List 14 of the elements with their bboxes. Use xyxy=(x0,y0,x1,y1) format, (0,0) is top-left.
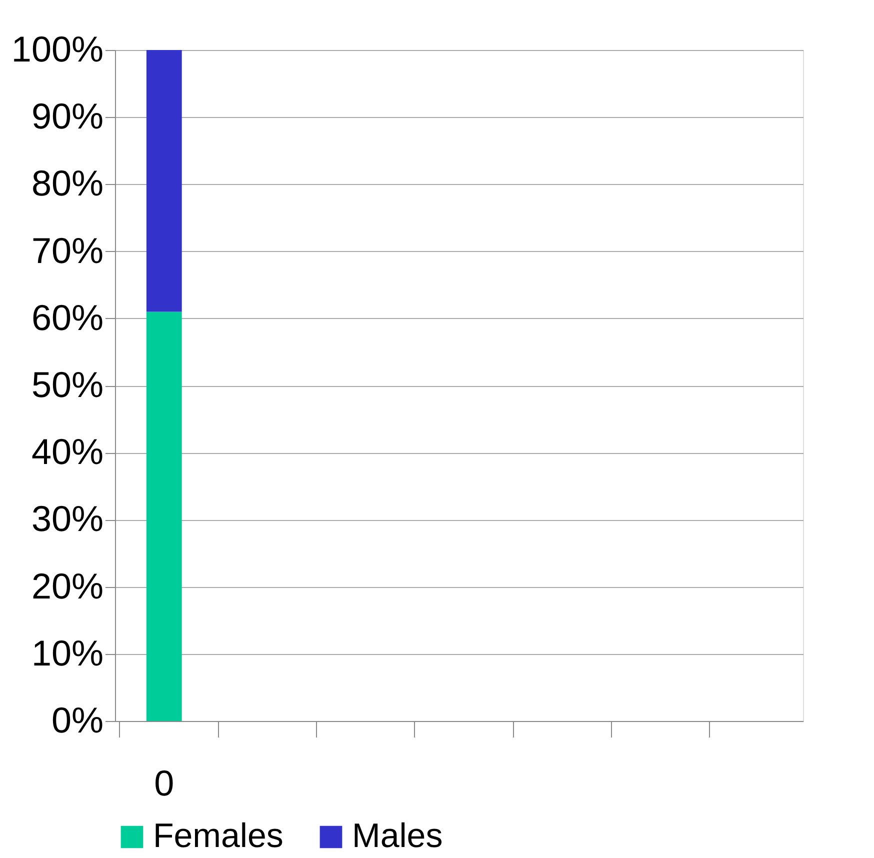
y-tick-label: 90% xyxy=(31,96,104,137)
y-tick-label: 10% xyxy=(31,632,104,674)
x-tick-label: 0 xyxy=(154,762,174,804)
y-tick-label: 60% xyxy=(31,296,104,338)
y-tick-label: 50% xyxy=(31,364,104,405)
y-tick-label: 0% xyxy=(51,700,104,740)
y-tick-label: 80% xyxy=(31,162,104,204)
y-tick-label: 30% xyxy=(31,498,104,540)
y-tick-label: 20% xyxy=(31,565,104,606)
y-tick-label: 70% xyxy=(31,230,104,271)
y-tick-label: 100% xyxy=(11,28,104,70)
legend-label: Females xyxy=(153,817,284,855)
legend-label: Males xyxy=(352,817,443,855)
y-tick-label: 40% xyxy=(31,431,104,472)
